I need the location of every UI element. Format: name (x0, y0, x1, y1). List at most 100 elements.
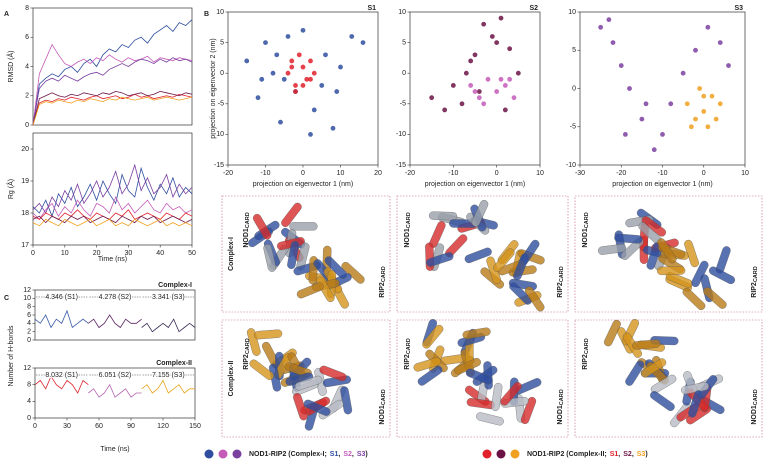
structure-box (221, 195, 391, 313)
helix (464, 247, 492, 264)
y-tick-label: -5 (218, 101, 224, 108)
scatter-point (263, 40, 268, 45)
scatter-point (463, 70, 469, 76)
x-tick-label: 0 (33, 423, 37, 430)
y-tick-label: 0 (220, 70, 224, 77)
scatter-point (244, 58, 250, 64)
y-tick-label: 10 (398, 9, 406, 16)
scatter-point (709, 93, 715, 99)
domain-label: RIP2CARD (404, 338, 413, 369)
domain-subscript: CARD (381, 389, 387, 405)
row-label: Complex-II (228, 361, 235, 397)
domain-label: NOD1CARD (404, 212, 413, 247)
scatter-point (270, 70, 276, 76)
scatter-point (289, 64, 295, 70)
scatter-point (334, 89, 340, 94)
legend-item: S1 (330, 451, 339, 458)
legend-dot (510, 449, 520, 459)
domain-name: NOD1 (243, 228, 250, 248)
helix (413, 357, 441, 372)
y-tick-label: 5 (572, 47, 576, 54)
y-tick-label: 17 (21, 242, 29, 249)
scatter-point (311, 107, 317, 113)
panel-letter: A (4, 11, 9, 18)
helix (614, 233, 643, 244)
series-line (32, 215, 193, 224)
domain-subscript: CARD (753, 266, 759, 282)
structure-box (396, 195, 569, 313)
y-tick-label: 8 (25, 5, 29, 12)
scatter-point (293, 89, 298, 94)
domain-label: RIP2CARD (379, 266, 388, 297)
scatter-point (515, 70, 521, 76)
y-tick-label: 10 (23, 295, 31, 302)
helix (289, 222, 318, 231)
scatter-point (498, 76, 504, 82)
scatter-point (701, 109, 707, 114)
legend-separator: , (338, 451, 340, 458)
scatter-point (429, 95, 435, 101)
x-tick-label: 10 (61, 250, 69, 257)
legend-dot (496, 449, 506, 459)
chart-title: Complex-II (156, 360, 192, 367)
chart: -15 -10 -5 0 5 10 -20 -10 0 10 20 projection on eig… (210, 5, 382, 188)
scatter-point (360, 40, 366, 45)
scatter-point (304, 76, 310, 82)
plot-frame (34, 367, 196, 419)
helix (303, 399, 331, 416)
scatter-point (494, 40, 500, 45)
helix (493, 248, 515, 272)
scatter-point (598, 24, 604, 30)
scatter-point (502, 107, 508, 113)
helix (625, 360, 645, 386)
x-axis-label: projection on eigenvector 1 (nm) (253, 181, 353, 188)
chart: 17 18 19 20 0 10 20 30 40 50 Time (ns) Rg (Å) (6, 132, 196, 263)
chart: -15 -10 -5 0 5 10 -20 -10 0 10 projection on eigen… (396, 5, 544, 188)
domain-name: NOD1 (557, 405, 564, 425)
y-tick-label: 10 (216, 9, 224, 16)
x-tick-label: 20 (93, 250, 101, 257)
helix (520, 396, 537, 425)
helix (246, 328, 261, 356)
x-tick-label: 150 (189, 423, 201, 430)
y-tick-label: -10 (214, 131, 224, 138)
domain-subscript: CARD (406, 338, 412, 354)
legend-close: ) (365, 451, 367, 458)
x-tick-label: 90 (127, 423, 135, 430)
series-line (32, 43, 193, 126)
helix (684, 239, 699, 268)
scatter-point (639, 116, 645, 122)
series-line (34, 309, 89, 329)
scatter-point (705, 124, 711, 130)
legend-group: NOD1-RIP2 (Complex-I; S1, S2, S3) (204, 449, 368, 459)
helix (632, 339, 661, 350)
scatter-point (502, 83, 508, 88)
y-tick-label: 2 (27, 329, 31, 336)
domain-subscript: CARD (381, 266, 387, 282)
annotation: 8.032 (S1) (45, 372, 78, 379)
scatter-point (255, 95, 261, 101)
scatter-point (481, 21, 487, 27)
y-tick-label: -10 (396, 131, 406, 138)
series-line (32, 196, 193, 221)
helix (509, 282, 532, 305)
chart-title: S1 (367, 5, 376, 12)
domain-name: RIP2 (404, 354, 411, 370)
y-tick-label: 6 (27, 312, 31, 319)
scatter-point (293, 83, 298, 88)
x-axis-label: projection on eigenvector 1 (nm) (425, 181, 525, 188)
y-tick-label: -10 (566, 162, 576, 169)
series-line (32, 166, 193, 218)
helix (462, 327, 491, 340)
plot-frame (227, 11, 379, 166)
x-tick-label: 0 (495, 170, 499, 177)
x-tick-label: 30 (125, 250, 133, 257)
y-tick-label: 8 (27, 382, 31, 389)
scatter-point (610, 40, 616, 45)
scatter-point (498, 15, 504, 21)
y-tick-label: 4 (25, 63, 29, 70)
scatter-point (606, 17, 612, 23)
chart: 0 2 4 6 8 RMSD (Å) (6, 5, 193, 129)
scatter-point (476, 89, 482, 94)
